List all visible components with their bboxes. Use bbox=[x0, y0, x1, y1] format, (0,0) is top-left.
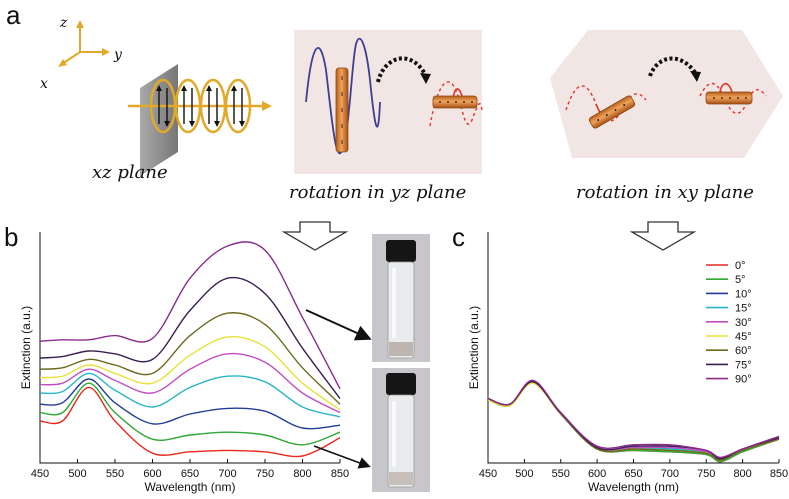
chart-c-x-tick-label: 550 bbox=[552, 468, 570, 480]
chart-b-axes bbox=[39, 232, 340, 464]
legend-label-5: 45° bbox=[735, 331, 752, 343]
legend-label-8: 90° bbox=[735, 374, 752, 386]
chart-b-series-line-6 bbox=[39, 312, 341, 405]
pointer-arrow-top bbox=[305, 309, 372, 341]
xy-rotation-panel bbox=[550, 30, 783, 158]
down-arrow-icon-c bbox=[629, 221, 697, 251]
vial-photo-top bbox=[372, 234, 430, 362]
chart-b-series-line-5 bbox=[39, 336, 341, 411]
yz-rotation-panel bbox=[294, 30, 483, 174]
chart-b-x-tick-label: 550 bbox=[106, 468, 124, 480]
chart-b-x-tick-label: 700 bbox=[218, 468, 236, 480]
chart-c-x-tick-label: 700 bbox=[661, 468, 679, 480]
chart-c-x-axis-title: Wavelength (nm) bbox=[588, 480, 679, 494]
chart-c-series-line-4 bbox=[487, 381, 780, 460]
down-arrow-icon-b bbox=[281, 221, 349, 251]
chart-b-x-tick-label: 850 bbox=[331, 468, 349, 480]
chart-b-x-tick-label: 750 bbox=[256, 468, 274, 480]
chart-b-y-axis-title: Extinction (a.u.) bbox=[19, 306, 33, 389]
chart-c-x-tick-label: 650 bbox=[624, 468, 642, 480]
pointer-arrow-bottom bbox=[313, 445, 371, 469]
chart-c-x-tick-label: 750 bbox=[697, 468, 715, 480]
coordinate-axes: z y x bbox=[40, 15, 123, 92]
chart-c-y-axis-title: Extinction (a.u.) bbox=[467, 306, 481, 389]
chart-c-x-tick-label: 600 bbox=[588, 468, 606, 480]
chart-c-series-line-6 bbox=[487, 381, 780, 461]
axis-letter-y: y bbox=[113, 47, 123, 63]
legend-label-0: 0° bbox=[735, 260, 746, 272]
chart-b-series-line-0 bbox=[39, 386, 341, 458]
chart-b-series-line-2 bbox=[39, 378, 341, 430]
chart-c-x-tick-label: 450 bbox=[479, 468, 497, 480]
chart-c-x-tick-label: 500 bbox=[515, 468, 533, 480]
ring-1 bbox=[149, 78, 252, 134]
legend-label-6: 60° bbox=[735, 345, 752, 357]
chart-b-series-line-8 bbox=[39, 241, 341, 390]
chart-c-series-line-8 bbox=[487, 379, 780, 459]
chart-b-x-axis-title: Wavelength (nm) bbox=[145, 480, 236, 494]
chart-c-x-tick-label: 800 bbox=[733, 468, 751, 480]
chart-c: 450 500 550 600 650 700 750 800 850 Wavelength (n… bbox=[467, 232, 788, 494]
axis-letter-z: z bbox=[59, 15, 68, 31]
chart-b-x-tick-label: 500 bbox=[68, 468, 86, 480]
panel-label-b: b bbox=[4, 222, 18, 252]
panel-label-a: a bbox=[6, 0, 21, 30]
chart-b-x-tick-label: 450 bbox=[31, 468, 49, 480]
chart-b-series-line-4 bbox=[39, 352, 341, 414]
chart-c-series-line-7 bbox=[487, 381, 780, 460]
chart-b-series-line-7 bbox=[39, 276, 341, 400]
chart-b-x-tick-label: 650 bbox=[181, 468, 199, 480]
legend-label-4: 30° bbox=[735, 317, 752, 329]
caption-xy-rotation: rotation in xy plane bbox=[576, 182, 754, 203]
axis-letter-x: x bbox=[40, 76, 48, 92]
legend-label-7: 75° bbox=[735, 359, 752, 371]
caption-yz-rotation: rotation in yz plane bbox=[289, 182, 466, 203]
xz-plane-illustration bbox=[128, 64, 272, 176]
chart-b: 450 500 550 600 650 700 750 800 850 Wavelength (n… bbox=[19, 232, 349, 494]
chart-b-x-tick-label: 800 bbox=[293, 468, 311, 480]
legend: 0° 5° 10° 15° 30° 45° 60° 75° 90° bbox=[706, 260, 752, 386]
caption-xz-plane: xz plane bbox=[92, 162, 168, 183]
chart-b-series-line-1 bbox=[39, 382, 341, 446]
chart-b-series-line-3 bbox=[39, 372, 341, 418]
vial-photo-bottom bbox=[372, 368, 430, 492]
chart-c-x-tick-label: 850 bbox=[770, 468, 788, 480]
legend-label-2: 10° bbox=[735, 288, 752, 300]
chart-b-x-tick-label: 600 bbox=[143, 468, 161, 480]
legend-label-1: 5° bbox=[735, 274, 746, 286]
legend-label-3: 15° bbox=[735, 303, 752, 315]
panel-label-c: c bbox=[452, 222, 465, 252]
